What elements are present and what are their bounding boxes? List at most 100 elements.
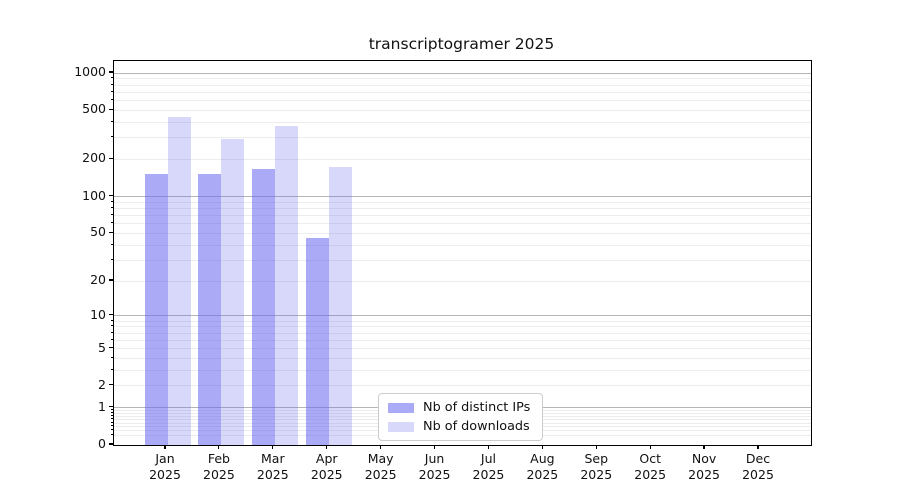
x-tick-label: Mar 2025 bbox=[245, 451, 301, 482]
y-minor-tick-mark bbox=[110, 120, 113, 122]
bar-downloads bbox=[329, 167, 353, 445]
x-tick-label: Feb 2025 bbox=[191, 451, 247, 482]
minor-gridline bbox=[114, 91, 811, 93]
x-tick-year: 2025 bbox=[203, 466, 235, 482]
minor-gridline bbox=[114, 78, 811, 80]
y-minor-tick-mark bbox=[110, 279, 113, 281]
y-minor-tick-mark bbox=[110, 77, 113, 79]
y-tick-label: 50 bbox=[90, 224, 106, 240]
x-tick-month: Apr bbox=[315, 451, 338, 466]
y-minor-tick-mark bbox=[110, 136, 113, 138]
y-tick-label: 1000 bbox=[74, 64, 106, 79]
minor-gridline bbox=[114, 84, 811, 86]
chart-title: transcriptogramer 2025 bbox=[368, 35, 555, 53]
y-tick-label: 2 bbox=[98, 376, 106, 392]
x-tick-mark bbox=[487, 445, 490, 449]
x-tick-month: Sep bbox=[584, 451, 609, 466]
major-gridline bbox=[114, 196, 811, 197]
x-tick-month: Jul bbox=[480, 451, 496, 466]
y-tick-label: 0 bbox=[98, 436, 106, 451]
minor-gridline bbox=[114, 214, 811, 216]
minor-gridline bbox=[114, 232, 811, 234]
x-tick-month: Oct bbox=[639, 451, 661, 466]
x-tick-label: Jun 2025 bbox=[407, 451, 463, 482]
y-tick-mark bbox=[109, 406, 113, 408]
y-tick-label: 1 bbox=[98, 398, 106, 414]
y-tick-mark bbox=[109, 194, 113, 197]
minor-gridline bbox=[114, 223, 811, 225]
legend-swatch-icon bbox=[388, 402, 414, 413]
y-minor-tick-mark bbox=[110, 200, 113, 202]
y-minor-tick-mark bbox=[110, 356, 113, 358]
bar-distinct-ips bbox=[306, 237, 330, 445]
minor-gridline bbox=[114, 137, 811, 139]
minor-gridline bbox=[114, 320, 811, 322]
y-tick-label: 20 bbox=[90, 272, 106, 288]
bar-distinct-ips bbox=[252, 169, 276, 445]
major-gridline bbox=[114, 315, 811, 317]
y-minor-tick-mark bbox=[110, 157, 113, 159]
x-tick-label: Sep 2025 bbox=[568, 451, 624, 482]
x-tick-year: 2025 bbox=[742, 466, 774, 482]
minor-gridline bbox=[114, 158, 811, 160]
legend-label: Nb of distinct IPs bbox=[423, 400, 531, 415]
y-minor-tick-mark bbox=[110, 421, 113, 423]
x-tick-mark bbox=[164, 445, 166, 449]
bar-distinct-ips bbox=[144, 174, 168, 445]
x-tick-mark bbox=[541, 445, 543, 449]
x-tick-month: Nov bbox=[691, 451, 717, 466]
x-tick-mark bbox=[380, 445, 382, 449]
y-tick-label: 100 bbox=[82, 187, 106, 203]
minor-gridline bbox=[114, 326, 811, 328]
major-gridline bbox=[114, 72, 811, 74]
y-minor-tick-mark bbox=[110, 368, 113, 370]
x-tick-year: 2025 bbox=[364, 466, 397, 482]
minor-gridline bbox=[114, 339, 811, 341]
minor-gridline bbox=[114, 357, 811, 359]
y-minor-tick-mark bbox=[110, 425, 113, 427]
y-tick-label: 5 bbox=[98, 339, 106, 355]
x-tick-year: 2025 bbox=[634, 466, 667, 482]
x-tick-year: 2025 bbox=[580, 466, 613, 482]
y-minor-tick-mark bbox=[110, 83, 113, 85]
y-minor-tick-mark bbox=[110, 325, 113, 327]
y-minor-tick-mark bbox=[110, 108, 113, 110]
bar-downloads bbox=[275, 125, 299, 445]
x-tick-month: Jan bbox=[155, 451, 175, 466]
y-minor-tick-mark bbox=[110, 433, 113, 435]
y-tick-mark bbox=[109, 71, 113, 73]
x-tick-label: Apr 2025 bbox=[299, 451, 355, 482]
y-minor-tick-mark bbox=[110, 384, 113, 386]
minor-gridline bbox=[114, 280, 811, 282]
minor-gridline bbox=[114, 385, 811, 387]
x-tick-mark bbox=[433, 445, 436, 449]
minor-gridline bbox=[114, 109, 811, 111]
y-tick-label: 200 bbox=[82, 150, 106, 166]
x-tick-month: May bbox=[367, 451, 394, 466]
x-tick-mark bbox=[757, 445, 759, 449]
x-tick-mark bbox=[326, 445, 328, 449]
x-tick-label: Oct 2025 bbox=[622, 451, 678, 482]
minor-gridline bbox=[114, 121, 811, 123]
minor-gridline bbox=[114, 99, 811, 101]
x-tick-label: Jan 2025 bbox=[137, 451, 193, 482]
legend-label: Nb of downloads bbox=[423, 419, 530, 434]
y-minor-tick-mark bbox=[110, 243, 113, 245]
bar-distinct-ips bbox=[198, 174, 222, 445]
x-tick-month: Feb bbox=[207, 451, 230, 466]
y-minor-tick-mark bbox=[110, 98, 113, 100]
minor-gridline bbox=[114, 348, 811, 350]
y-tick-mark bbox=[109, 443, 113, 445]
x-tick-year: 2025 bbox=[418, 466, 451, 482]
x-tick-mark bbox=[595, 445, 597, 449]
minor-gridline bbox=[114, 259, 811, 261]
y-minor-tick-mark bbox=[110, 206, 113, 208]
x-tick-label: Jul 2025 bbox=[460, 451, 516, 482]
x-tick-year: 2025 bbox=[526, 466, 559, 482]
legend-swatch-icon bbox=[388, 421, 414, 432]
legend-row: Nb of downloads bbox=[387, 419, 534, 434]
minor-gridline bbox=[114, 201, 811, 203]
y-minor-tick-mark bbox=[110, 429, 113, 431]
y-minor-tick-mark bbox=[110, 331, 113, 333]
